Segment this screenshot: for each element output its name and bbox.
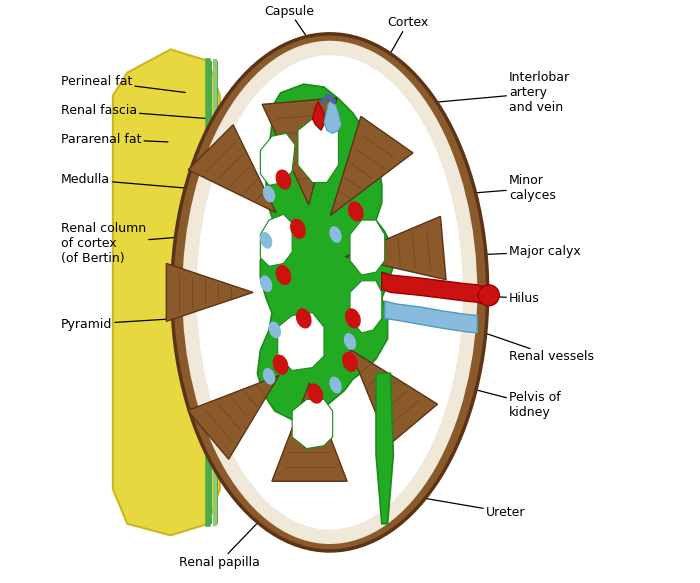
Text: Ureter: Ureter: [391, 493, 526, 519]
Ellipse shape: [276, 265, 291, 285]
Polygon shape: [292, 399, 332, 448]
Polygon shape: [262, 98, 337, 205]
Text: Cortex: Cortex: [387, 16, 428, 56]
Ellipse shape: [329, 226, 342, 243]
Polygon shape: [209, 61, 212, 524]
Ellipse shape: [345, 308, 361, 329]
Polygon shape: [298, 119, 338, 182]
Polygon shape: [330, 117, 413, 215]
Polygon shape: [260, 215, 292, 266]
Polygon shape: [350, 281, 382, 333]
Polygon shape: [167, 264, 253, 321]
Text: Perineal fat: Perineal fat: [61, 75, 186, 93]
Ellipse shape: [329, 377, 342, 394]
Ellipse shape: [307, 384, 323, 404]
Polygon shape: [382, 272, 489, 304]
Text: Hilus: Hilus: [411, 292, 540, 305]
Polygon shape: [272, 383, 347, 481]
Ellipse shape: [262, 185, 275, 202]
Polygon shape: [350, 220, 385, 275]
Text: Pyramid: Pyramid: [61, 316, 223, 331]
Ellipse shape: [276, 170, 291, 189]
Polygon shape: [188, 125, 276, 213]
Text: Pelvis of
kidney: Pelvis of kidney: [393, 368, 561, 419]
Polygon shape: [278, 312, 324, 370]
Polygon shape: [345, 216, 446, 280]
Ellipse shape: [296, 308, 312, 329]
Text: Interlobar
artery
and vein: Interlobar artery and vein: [350, 71, 570, 114]
Polygon shape: [260, 134, 295, 185]
Text: Renal vessels: Renal vessels: [445, 319, 594, 363]
Polygon shape: [324, 101, 342, 134]
Ellipse shape: [182, 41, 477, 544]
Ellipse shape: [344, 333, 356, 350]
Ellipse shape: [342, 352, 358, 372]
Ellipse shape: [197, 55, 463, 529]
Ellipse shape: [262, 368, 275, 385]
Polygon shape: [214, 61, 218, 524]
Text: Minor
calyces: Minor calyces: [391, 174, 556, 202]
Ellipse shape: [478, 285, 499, 305]
Ellipse shape: [260, 232, 272, 249]
Polygon shape: [385, 301, 477, 333]
Ellipse shape: [172, 34, 488, 551]
Text: Major calyx: Major calyx: [411, 245, 581, 258]
Ellipse shape: [260, 275, 272, 292]
Ellipse shape: [290, 219, 306, 239]
Ellipse shape: [269, 322, 281, 338]
Polygon shape: [376, 373, 393, 524]
Polygon shape: [188, 375, 279, 459]
Ellipse shape: [273, 354, 288, 375]
Ellipse shape: [348, 201, 364, 222]
Polygon shape: [312, 101, 324, 131]
Polygon shape: [113, 50, 220, 535]
Text: Medulla: Medulla: [61, 173, 220, 191]
Text: Pararenal fat: Pararenal fat: [61, 132, 168, 146]
Text: Capsule: Capsule: [265, 5, 314, 38]
Text: Renal papilla: Renal papilla: [179, 471, 307, 568]
Text: Renal fascia: Renal fascia: [61, 104, 209, 119]
Polygon shape: [258, 84, 393, 420]
Text: Renal column
of cortex
(of Bertin): Renal column of cortex (of Bertin): [61, 222, 246, 265]
Polygon shape: [350, 349, 438, 445]
